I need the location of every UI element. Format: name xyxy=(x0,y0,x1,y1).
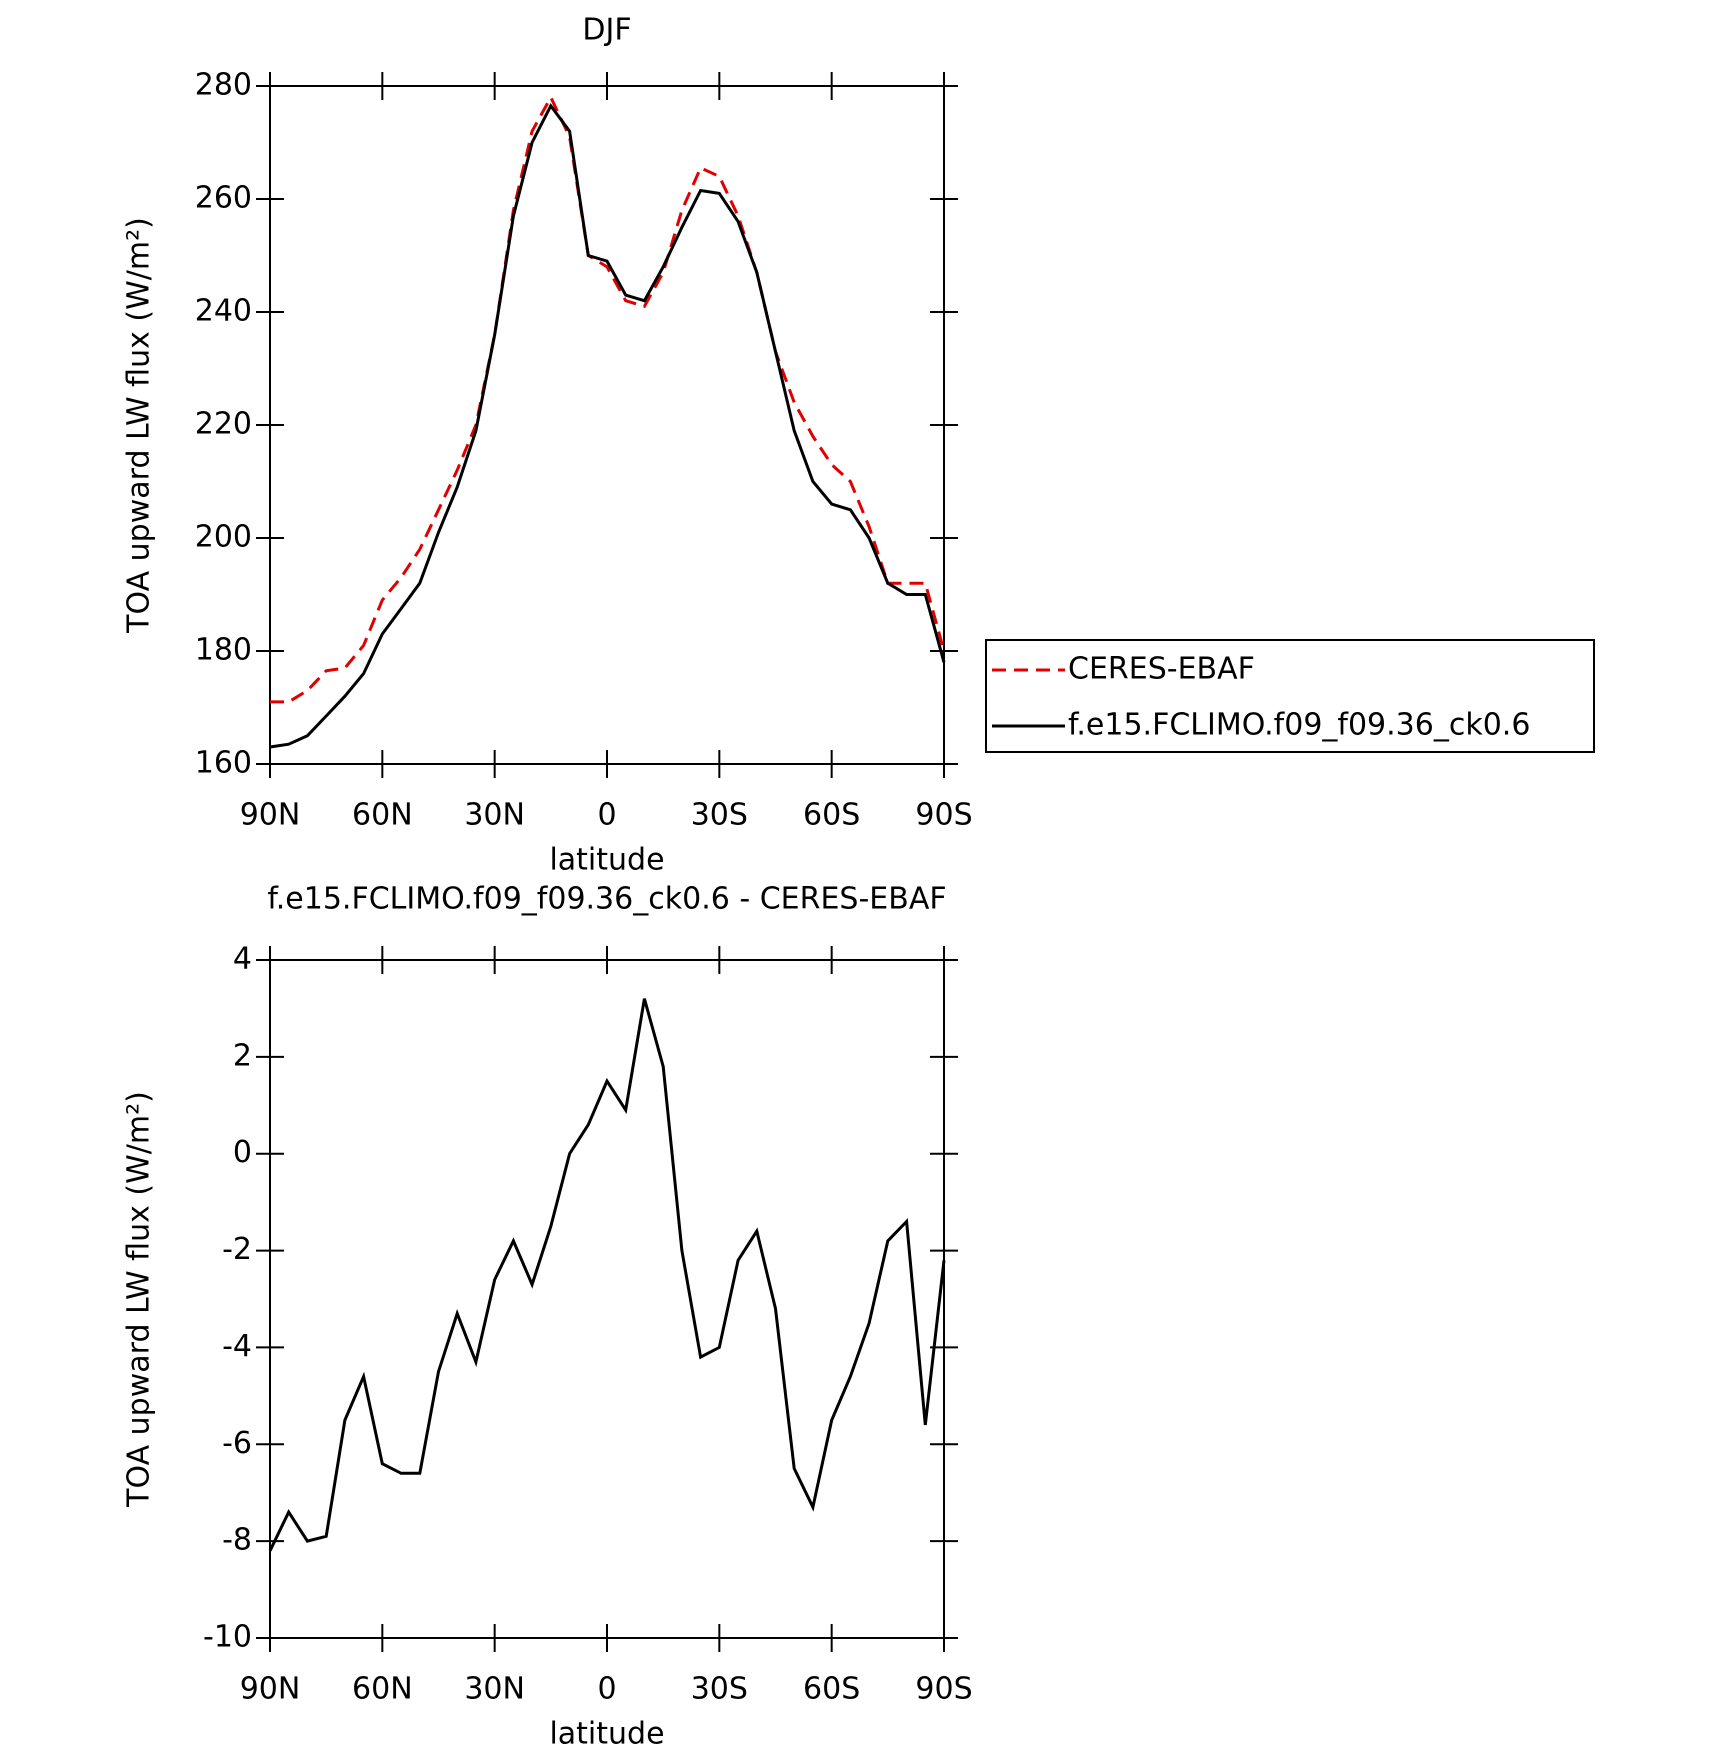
data-line xyxy=(268,998,946,1552)
x-tick-label: 30S xyxy=(691,1672,748,1707)
y-tick-label: 0 xyxy=(233,1135,252,1170)
y-axis-label: TOA upward LW flux (W/m²) xyxy=(122,217,157,634)
y-tick-label: 180 xyxy=(195,633,252,668)
legend-label: f.e15.FCLIMO.f09_f09.36_ck0.6 xyxy=(1068,708,1530,743)
x-tick-label: 90S xyxy=(915,798,972,833)
x-tick-label: 0 xyxy=(597,1672,616,1707)
x-axis-label: latitude xyxy=(549,1717,664,1752)
x-tick-label: 90N xyxy=(240,798,301,833)
y-tick-label: 220 xyxy=(195,407,252,442)
y-tick-label: -4 xyxy=(222,1329,252,1364)
x-tick-label: 30S xyxy=(691,798,748,833)
x-tick-label: 60S xyxy=(803,798,860,833)
x-tick-label: 0 xyxy=(597,798,616,833)
y-tick-label: -2 xyxy=(222,1232,252,1267)
x-tick-label: 60N xyxy=(352,798,413,833)
y-tick-label: -6 xyxy=(222,1426,252,1461)
plot-frame xyxy=(269,85,945,765)
data-line xyxy=(269,102,946,749)
y-tick-label: 160 xyxy=(195,746,252,781)
legend-box xyxy=(985,639,1595,753)
legend-label: CERES-EBAF xyxy=(1068,652,1255,687)
x-tick-label: 90N xyxy=(240,1672,301,1707)
x-tick-label: 90S xyxy=(915,1672,972,1707)
x-tick-label: 30N xyxy=(464,1672,525,1707)
x-tick-label: 60S xyxy=(803,1672,860,1707)
chart-title: DJF xyxy=(582,13,631,48)
y-tick-label: 260 xyxy=(195,181,252,216)
x-tick-label: 60N xyxy=(352,1672,413,1707)
y-tick-label: 4 xyxy=(233,942,252,977)
x-axis-label: latitude xyxy=(549,843,664,878)
x-tick-label: 30N xyxy=(464,798,525,833)
y-axis-label: TOA upward LW flux (W/m²) xyxy=(122,1091,157,1508)
y-tick-label: 280 xyxy=(195,68,252,103)
y-tick-label: 2 xyxy=(233,1038,252,1073)
y-tick-label: 200 xyxy=(195,520,252,555)
y-tick-label: -10 xyxy=(203,1620,252,1655)
data-line xyxy=(270,94,946,704)
chart-title: f.e15.FCLIMO.f09_f09.36_ck0.6 - CERES-EB… xyxy=(267,882,946,917)
y-tick-label: -8 xyxy=(222,1523,252,1558)
y-tick-label: 240 xyxy=(195,294,252,329)
plot-frame xyxy=(269,959,945,1639)
